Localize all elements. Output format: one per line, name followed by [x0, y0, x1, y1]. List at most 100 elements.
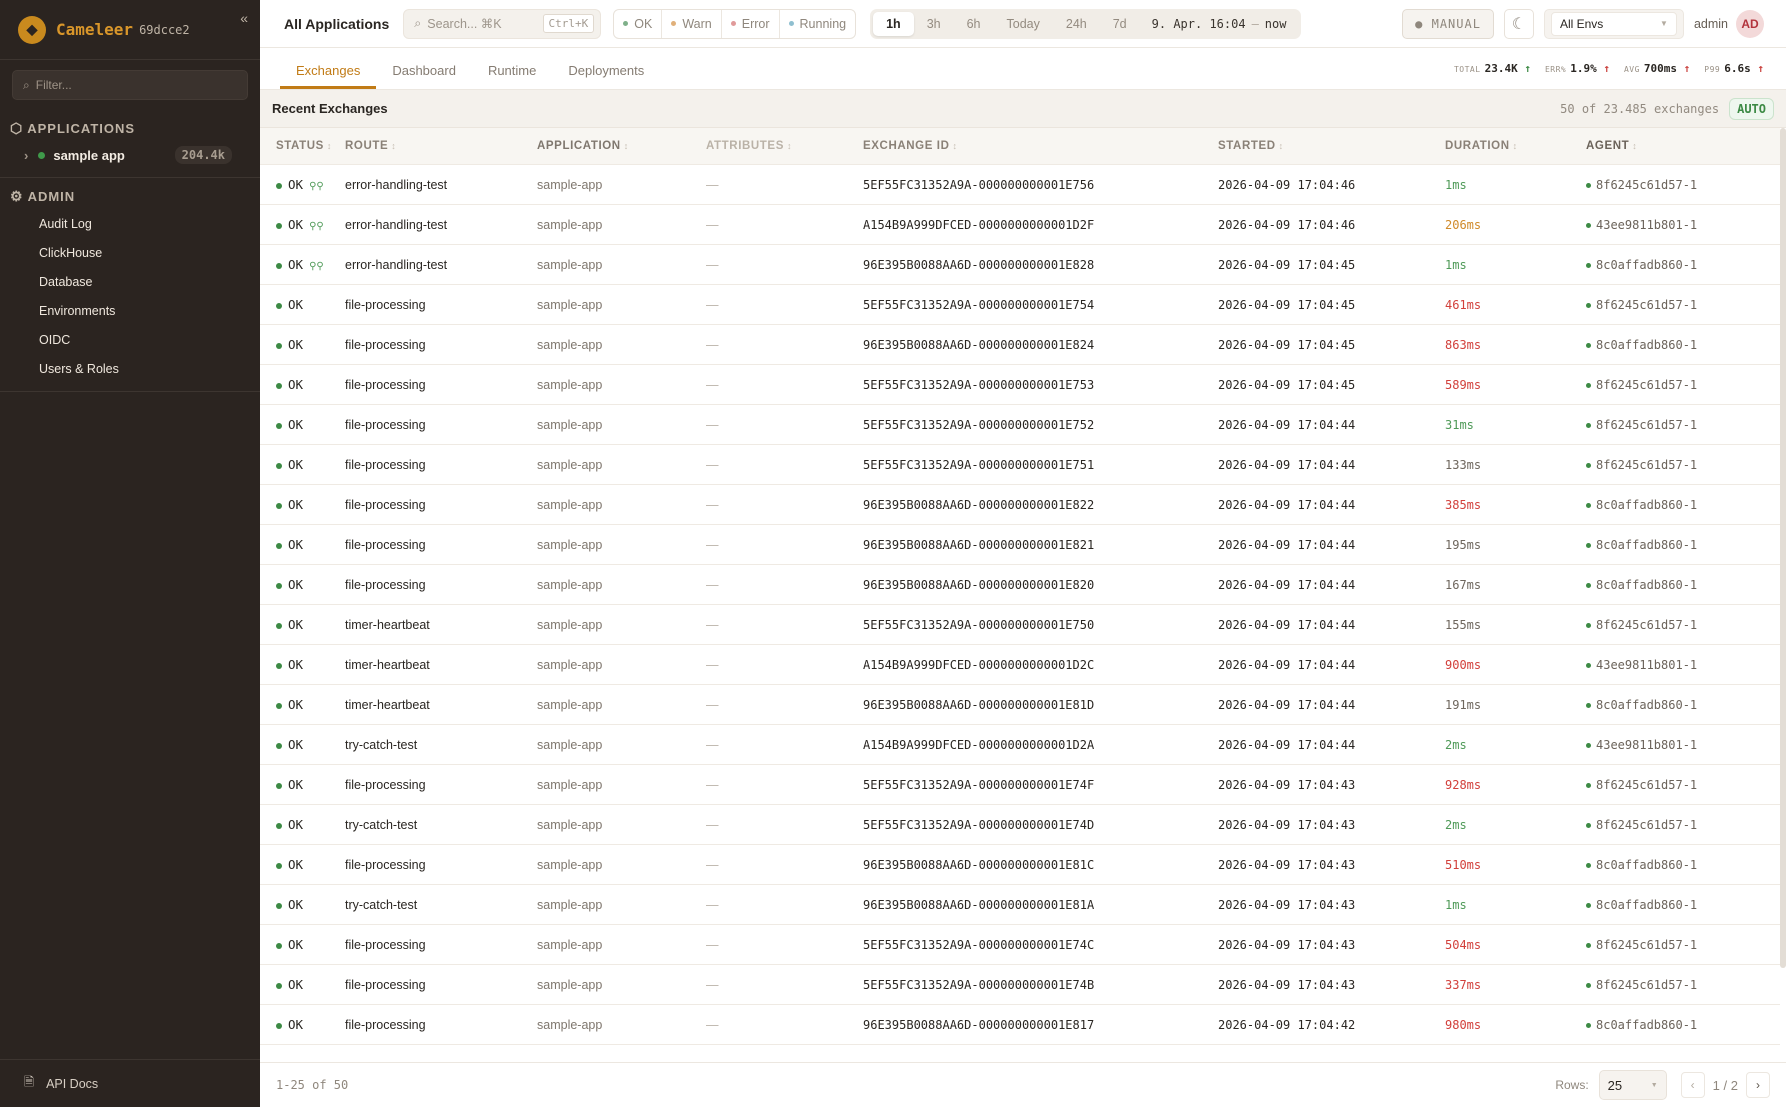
table-row[interactable]: OK file-processing sample-app — 5EF55FC31352… — [260, 445, 1780, 485]
range-6h[interactable]: 6h — [966, 16, 981, 31]
exchange-id-cell[interactable]: 5EF55FC31352A9A-000000000001E74D — [863, 817, 1095, 832]
agent-cell[interactable]: 8f6245c61d57-1 — [1586, 778, 1780, 792]
agent-cell[interactable]: 8c0affadb860-1 — [1586, 538, 1780, 552]
range-3h[interactable]: 3h — [926, 16, 941, 31]
collapse-sidebar-icon[interactable]: « — [240, 10, 248, 26]
column-header-attributes[interactable]: ATTRIBUTES ↕ — [706, 140, 863, 152]
status-filter-error[interactable]: Error — [720, 9, 779, 38]
table-scrollbar[interactable] — [1780, 128, 1786, 968]
sidebar-filter-input[interactable]: ⌕ Filter... — [12, 70, 248, 100]
column-header-route[interactable]: ROUTE ↕ — [345, 140, 537, 152]
agent-cell[interactable]: 8f6245c61d57-1 — [1586, 938, 1780, 952]
table-row[interactable]: OK file-processing sample-app — 96E395B0088A… — [260, 845, 1780, 885]
agent-cell[interactable]: 8c0affadb860-1 — [1586, 858, 1780, 872]
table-row[interactable]: OK file-processing sample-app — 96E395B0088A… — [260, 485, 1780, 525]
sidebar-item-database[interactable]: Database — [39, 274, 93, 289]
column-header-agent[interactable]: AGENT ↕ — [1586, 140, 1780, 152]
trace-icon[interactable]: ⚲⚲ — [309, 221, 324, 232]
sidebar-app-sample-app[interactable]: › sample app 204.4k — [0, 141, 260, 169]
table-row[interactable]: OK file-processing sample-app — 5EF55FC31352… — [260, 285, 1780, 325]
agent-cell[interactable]: 43ee9811b801-1 — [1586, 658, 1780, 672]
exchange-id-cell[interactable]: 5EF55FC31352A9A-000000000001E756 — [863, 177, 1095, 192]
tab-runtime[interactable]: Runtime — [487, 63, 537, 78]
table-row[interactable]: OK ⚲⚲ error-handling-test sample-app — 96E395… — [260, 245, 1780, 285]
agent-cell[interactable]: 43ee9811b801-1 — [1586, 218, 1780, 232]
exchange-id-cell[interactable]: 5EF55FC31352A9A-000000000001E753 — [863, 377, 1095, 392]
column-header-application[interactable]: APPLICATION ↕ — [537, 140, 706, 152]
exchange-id-cell[interactable]: 96E395B0088AA6D-000000000001E821 — [863, 537, 1095, 552]
table-row[interactable]: OK file-processing sample-app — 5EF55FC31352… — [260, 365, 1780, 405]
exchange-id-cell[interactable]: 5EF55FC31352A9A-000000000001E752 — [863, 417, 1095, 432]
date-range-picker[interactable]: 9. Apr. 16:04 — now — [1140, 17, 1299, 31]
moon-icon[interactable]: ☾ — [1503, 8, 1534, 39]
sidebar-item-audit-log[interactable]: Audit Log — [39, 216, 92, 231]
status-filter-running[interactable]: Running — [778, 9, 856, 38]
prev-page-button[interactable]: ‹ — [1680, 1072, 1705, 1098]
column-header-duration[interactable]: DURATION ↕ — [1445, 140, 1586, 152]
table-row[interactable]: OK try-catch-test sample-app — A154B9A999DFC… — [260, 725, 1780, 765]
agent-cell[interactable]: 8c0affadb860-1 — [1586, 498, 1780, 512]
agent-cell[interactable]: 8c0affadb860-1 — [1586, 1018, 1780, 1032]
agent-cell[interactable]: 8f6245c61d57-1 — [1586, 618, 1780, 632]
username[interactable]: admin — [1693, 16, 1728, 31]
table-row[interactable]: OK ⚲⚲ error-handling-test sample-app — A154B9… — [260, 205, 1780, 245]
range-today[interactable]: Today — [1006, 16, 1040, 31]
agent-cell[interactable]: 8f6245c61d57-1 — [1586, 298, 1780, 312]
exchange-id-cell[interactable]: A154B9A999DFCED-0000000000001D2C — [863, 657, 1095, 672]
exchange-id-cell[interactable]: 96E395B0088AA6D-000000000001E822 — [863, 497, 1095, 512]
table-row[interactable]: OK file-processing sample-app — 5EF55FC31352… — [260, 765, 1780, 805]
exchange-id-cell[interactable]: 96E395B0088AA6D-000000000001E828 — [863, 257, 1095, 272]
table-row[interactable]: OK timer-heartbeat sample-app — 5EF55FC31352… — [260, 605, 1780, 645]
agent-cell[interactable]: 8c0affadb860-1 — [1586, 338, 1780, 352]
exchange-id-cell[interactable]: 5EF55FC31352A9A-000000000001E751 — [863, 457, 1095, 472]
exchange-id-cell[interactable]: 96E395B0088AA6D-000000000001E81C — [863, 857, 1095, 872]
avatar[interactable]: AD — [1736, 9, 1764, 38]
agent-cell[interactable]: 8f6245c61d57-1 — [1586, 818, 1780, 832]
exchange-id-cell[interactable]: 96E395B0088AA6D-000000000001E824 — [863, 337, 1095, 352]
exchange-id-cell[interactable]: 96E395B0088AA6D-000000000001E81D — [863, 697, 1095, 712]
agent-cell[interactable]: 8f6245c61d57-1 — [1586, 378, 1780, 392]
trace-icon[interactable]: ⚲⚲ — [309, 181, 324, 192]
rows-per-page-select[interactable]: 25 ▼ — [1598, 1070, 1667, 1100]
exchange-id-cell[interactable]: 5EF55FC31352A9A-000000000001E74C — [863, 937, 1095, 952]
auto-refresh-badge[interactable]: AUTO — [1729, 97, 1774, 120]
agent-cell[interactable]: 8c0affadb860-1 — [1586, 258, 1780, 272]
chevron-right-icon[interactable]: › — [24, 147, 29, 163]
exchange-id-cell[interactable]: 5EF55FC31352A9A-000000000001E750 — [863, 617, 1095, 632]
search-input[interactable]: ⌕ Search... ⌘K Ctrl+K — [403, 8, 602, 39]
exchange-id-cell[interactable]: 96E395B0088AA6D-000000000001E817 — [863, 1017, 1095, 1032]
agent-cell[interactable]: 43ee9811b801-1 — [1586, 738, 1780, 752]
agent-cell[interactable]: 8f6245c61d57-1 — [1586, 178, 1780, 192]
table-row[interactable]: OK timer-heartbeat sample-app — 96E395B0088A… — [260, 685, 1780, 725]
table-row[interactable]: OK file-processing sample-app — 96E395B0088A… — [260, 525, 1780, 565]
exchange-id-cell[interactable]: 96E395B0088AA6D-000000000001E820 — [863, 577, 1095, 592]
table-row[interactable]: OK try-catch-test sample-app — 96E395B0088AA… — [260, 885, 1780, 925]
sidebar-item-users-roles[interactable]: Users & Roles — [39, 361, 119, 376]
table-row[interactable]: OK file-processing sample-app — 96E395B0088A… — [260, 1005, 1780, 1045]
agent-cell[interactable]: 8f6245c61d57-1 — [1586, 458, 1780, 472]
agent-cell[interactable]: 8c0affadb860-1 — [1586, 698, 1780, 712]
table-row[interactable]: OK file-processing sample-app — 96E395B0088A… — [260, 565, 1780, 605]
column-header-started[interactable]: STARTED ↕ — [1218, 140, 1445, 152]
environment-select[interactable]: All Envs ▼ — [1543, 8, 1684, 39]
agent-cell[interactable]: 8c0affadb860-1 — [1586, 898, 1780, 912]
range-24h[interactable]: 24h — [1065, 16, 1087, 31]
trace-icon[interactable]: ⚲⚲ — [309, 261, 324, 272]
range-7d[interactable]: 7d — [1112, 16, 1127, 31]
column-header-exchange-id[interactable]: EXCHANGE ID ↕ — [863, 140, 1218, 152]
table-row[interactable]: OK file-processing sample-app — 96E395B0088A… — [260, 325, 1780, 365]
api-docs-link[interactable]: 🗎 API Docs — [0, 1059, 260, 1107]
table-row[interactable]: OK file-processing sample-app — 5EF55FC31352… — [260, 405, 1780, 445]
agent-cell[interactable]: 8c0affadb860-1 — [1586, 578, 1780, 592]
table-row[interactable]: OK try-catch-test sample-app — 5EF55FC31352A… — [260, 805, 1780, 845]
tab-dashboard[interactable]: Dashboard — [392, 63, 456, 78]
manual-refresh-toggle[interactable]: ● MANUAL — [1402, 8, 1494, 39]
exchange-id-cell[interactable]: 96E395B0088AA6D-000000000001E81A — [863, 897, 1095, 912]
sidebar-item-environments[interactable]: Environments — [39, 303, 116, 318]
agent-cell[interactable]: 8f6245c61d57-1 — [1586, 418, 1780, 432]
exchange-id-cell[interactable]: 5EF55FC31352A9A-000000000001E754 — [863, 297, 1095, 312]
agent-cell[interactable]: 8f6245c61d57-1 — [1586, 978, 1780, 992]
table-row[interactable]: OK file-processing sample-app — 5EF55FC31352… — [260, 925, 1780, 965]
exchange-id-cell[interactable]: A154B9A999DFCED-0000000000001D2F — [863, 217, 1095, 232]
tab-exchanges[interactable]: Exchanges — [280, 63, 377, 89]
